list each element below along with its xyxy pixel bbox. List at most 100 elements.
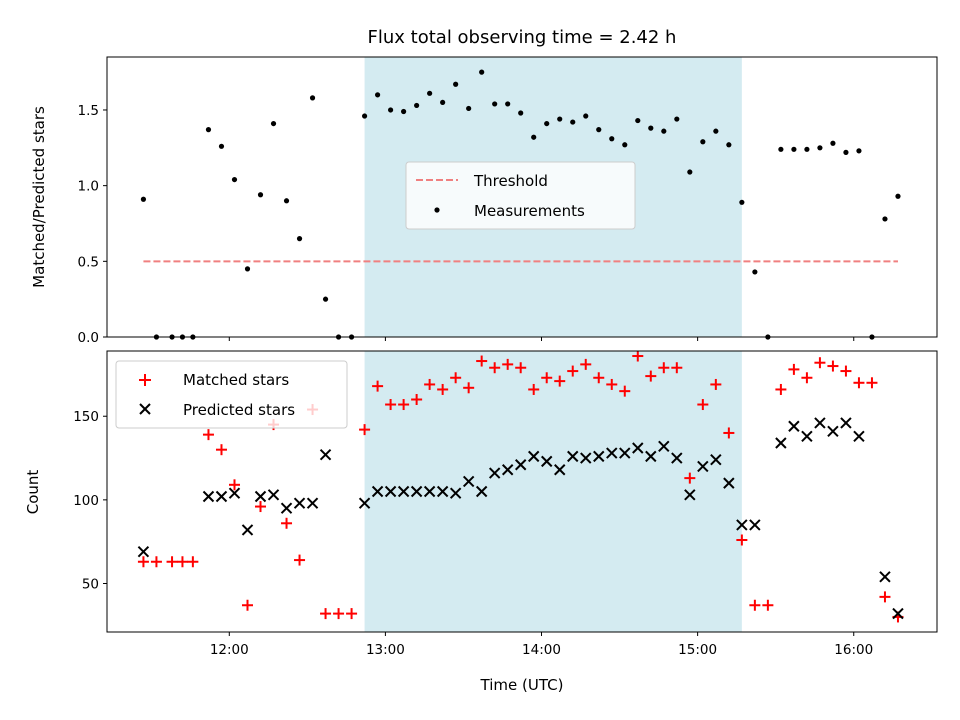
predicted-star-point (137, 546, 150, 558)
matched-star-point (502, 358, 514, 370)
matched-star-point (788, 363, 800, 375)
measurement-point (752, 269, 758, 275)
measurement-point (309, 95, 316, 101)
predicted-star-point (814, 417, 826, 429)
matched-star-point (437, 383, 449, 395)
predicted-star-point (541, 455, 553, 468)
predicted-star-point (215, 490, 228, 503)
predicted-star-point (528, 450, 540, 463)
matched-star-point (137, 556, 149, 568)
matched-star-markers (137, 350, 904, 623)
matched-star-point (749, 599, 761, 611)
measurement-point (505, 101, 511, 107)
bottom-shaded-interval (364, 351, 742, 632)
measurement-point (739, 199, 745, 205)
matched-star-point (346, 608, 358, 620)
matched-star-point (398, 399, 410, 411)
top-panel: 0.0 0.5 1.0 1.5 Matched/Predicted stars Thr… (30, 56, 938, 346)
matched-star-point (684, 472, 696, 484)
legend-matched-label: Matched stars (183, 371, 289, 389)
matched-star-point (294, 554, 306, 566)
predicted-star-point (879, 571, 891, 583)
matched-star-point (228, 479, 240, 491)
measurement-point (257, 192, 264, 198)
predicted-star-point (462, 475, 475, 488)
matched-star-point (736, 534, 748, 546)
predicted-star-point (749, 519, 761, 531)
measurement-point (687, 169, 693, 175)
matched-star-point (606, 378, 618, 390)
top-legend: Threshold Measurements (405, 161, 636, 230)
matched-star-point (176, 556, 188, 568)
measurement-point (661, 128, 667, 134)
matched-star-point (866, 377, 878, 389)
matched-star-point (372, 380, 384, 392)
matched-star-point (359, 424, 371, 436)
top-y-tick-label: 1.5 (78, 103, 99, 119)
predicted-star-point (853, 430, 865, 443)
top-y-axis-label: Matched/Predicted stars (30, 106, 48, 288)
predicted-star-point (775, 437, 787, 449)
measurement-point (531, 134, 537, 140)
matched-star-point (567, 365, 579, 377)
measurement-point (583, 113, 589, 119)
top-plot-frame (106, 56, 938, 338)
legend-predicted-marker (139, 403, 151, 415)
matched-star-point (671, 362, 683, 374)
measurement-point (609, 136, 615, 142)
matched-star-point (202, 429, 214, 441)
matched-star-point (450, 372, 462, 384)
top-y-tick-label: 0.0 (78, 330, 99, 346)
predicted-star-point (358, 497, 371, 509)
predicted-star-point (254, 490, 267, 503)
measurement-point (817, 145, 823, 151)
predicted-star-point (684, 489, 696, 501)
x-axis-label: Time (UTC) (480, 676, 564, 694)
predicted-star-point (671, 452, 683, 464)
top-y-tick-label: 1.0 (78, 179, 99, 195)
matched-star-point (827, 360, 839, 372)
matched-star-point (853, 377, 865, 389)
bottom-y-tick-label: 100 (73, 493, 99, 509)
measurement-point (440, 99, 446, 106)
bottom-x-ticks: 12:00 13:00 14:00 15:00 16:00 (210, 632, 873, 658)
matched-star-point (463, 382, 475, 394)
bottom-panel: 50 100 150 12:00 13:00 14:00 15:00 16:00 Count… (24, 350, 938, 694)
predicted-star-point (514, 459, 527, 471)
predicted-star-point (619, 447, 631, 459)
matched-star-point (593, 372, 605, 384)
predicted-star-point (267, 489, 280, 501)
bottom-y-ticks: 50 100 150 (73, 409, 107, 592)
matched-star-point (187, 556, 199, 568)
bottom-y-tick-label: 150 (73, 409, 99, 425)
predicted-star-point (202, 490, 215, 503)
matched-star-point (242, 599, 254, 611)
matched-star-point (645, 370, 657, 382)
bottom-x-tick-label: 16:00 (834, 642, 873, 658)
measurement-point (674, 116, 680, 122)
legend-predicted-label: Predicted stars (183, 401, 295, 419)
legend-matched-marker (139, 374, 151, 386)
chart-title: Flux total observing time = 2.42 h (368, 27, 677, 48)
predicted-star-point (228, 487, 241, 499)
matched-star-point (710, 378, 722, 390)
predicted-star-point (580, 452, 592, 464)
measurement-point (270, 120, 277, 127)
top-x-ticks (228, 337, 855, 341)
measurement-point (361, 113, 368, 119)
predicted-star-point (241, 524, 254, 536)
matched-star-point (150, 556, 162, 568)
measurement-point (791, 146, 797, 152)
predicted-star-point (293, 497, 306, 509)
measurement-point (453, 81, 459, 87)
matched-star-point (658, 362, 670, 374)
matched-star-point (528, 383, 540, 395)
bottom-x-tick-label: 13:00 (366, 642, 405, 658)
matched-star-point (215, 444, 227, 456)
matched-star-point (385, 399, 397, 411)
measurement-point (492, 101, 498, 107)
matched-star-point (411, 394, 423, 406)
measurement-point (726, 142, 732, 148)
measurement-point (283, 198, 290, 204)
